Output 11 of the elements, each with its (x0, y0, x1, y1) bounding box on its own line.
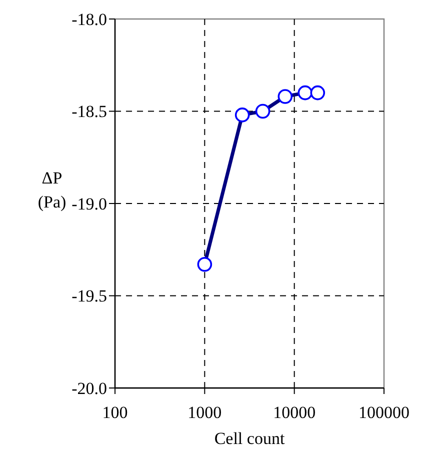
x-tick-label: 100 (102, 403, 128, 422)
x-axis-title: Cell count (214, 429, 285, 448)
y-tick-label: -20.0 (72, 378, 107, 398)
x-tick-label: 10000 (273, 403, 316, 422)
y-tick-label: -19.5 (72, 286, 107, 306)
y-axis-title: ΔP (Pa) (38, 168, 66, 212)
x-tick-label: 1000 (188, 403, 222, 422)
y-tick-label: -19.0 (72, 194, 107, 214)
y-tick-label: -18.0 (72, 10, 107, 29)
x-tick-label: 100000 (358, 403, 410, 422)
y-tick-label: -18.5 (72, 102, 107, 122)
